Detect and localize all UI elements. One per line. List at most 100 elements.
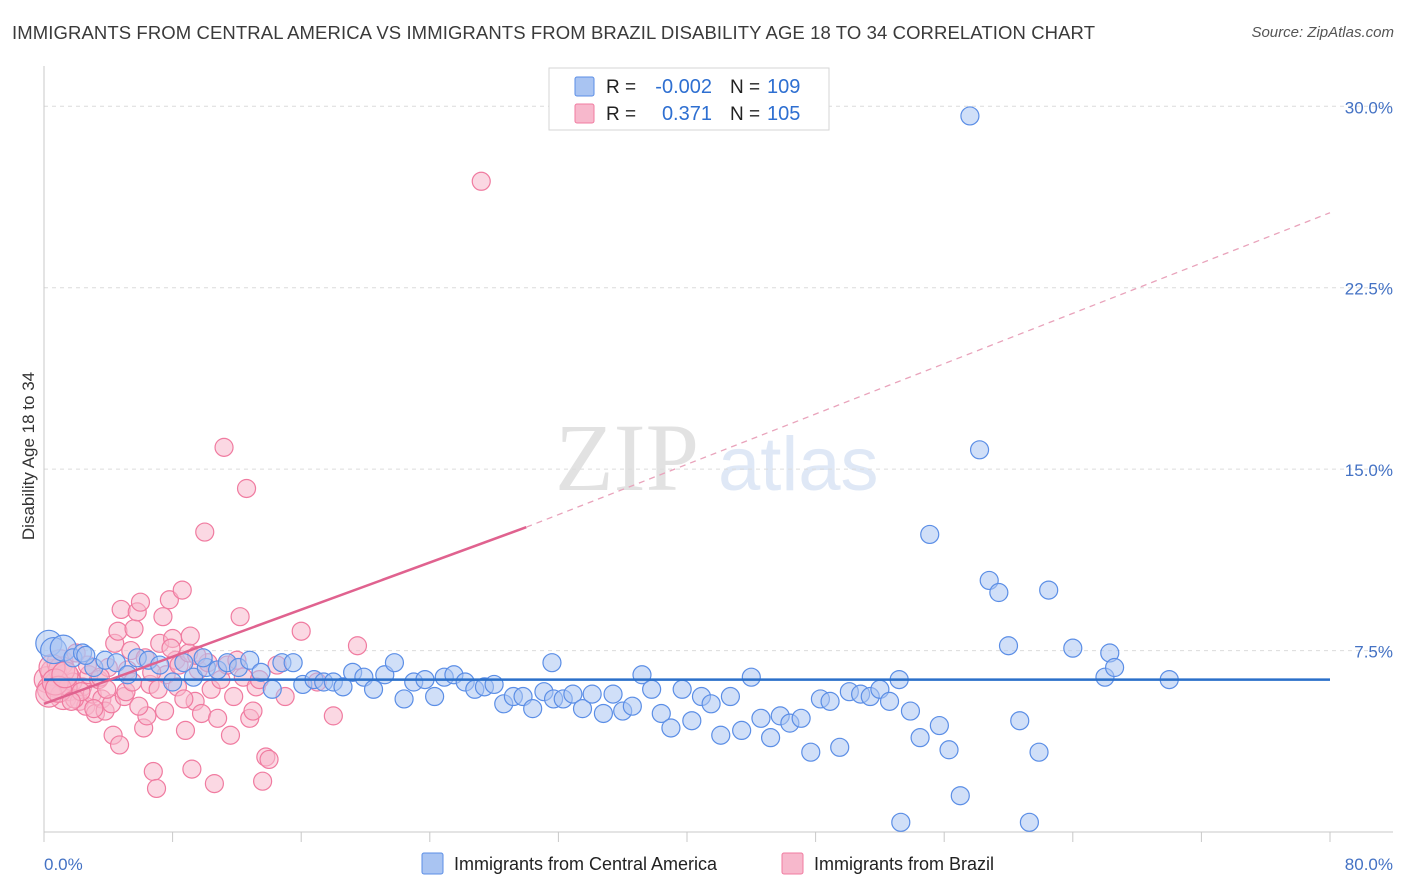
central-america-point <box>741 667 761 687</box>
brazil-point <box>109 735 130 755</box>
central-america-point <box>1019 812 1039 832</box>
brazil-point <box>61 691 81 711</box>
central-america-point <box>106 653 126 673</box>
central-america-point <box>651 703 671 724</box>
stats-r-value-blue: -0.002 <box>655 76 712 98</box>
central-america-point <box>910 728 930 748</box>
central-america-point <box>484 674 504 695</box>
central-america-point <box>384 653 405 673</box>
brazil-point <box>130 592 151 612</box>
central-america-point <box>1039 580 1059 600</box>
brazil-point <box>154 701 175 721</box>
y-tick-labels: 7.5% 15.0% 22.5% 30.0% <box>1345 98 1393 661</box>
central-america-point <box>701 694 721 714</box>
watermark-zip: ZIP <box>555 404 699 511</box>
legend-swatch-central-america <box>421 852 444 875</box>
watermark-atlas: atlas <box>718 422 879 507</box>
brazil-point <box>172 580 192 600</box>
brazil-point <box>224 686 244 707</box>
central-america-point <box>622 696 642 716</box>
brazil-points <box>33 171 491 799</box>
central-america-point <box>732 720 752 741</box>
central-america-point <box>929 715 949 736</box>
central-america-point <box>879 691 900 711</box>
central-america-point <box>1029 742 1049 762</box>
brazil-point <box>191 703 212 724</box>
brazil-point <box>143 761 163 782</box>
stats-n-label-pink: N = <box>730 104 760 125</box>
central-america-point <box>76 645 96 666</box>
central-america-point <box>593 703 614 724</box>
trend-lines <box>43 212 1331 705</box>
central-america-point <box>939 740 959 760</box>
brazil-point <box>108 621 128 641</box>
brazil-trend-line <box>43 526 527 705</box>
central-america-point <box>989 582 1009 603</box>
x-tick-label-max: 80.0% <box>1345 855 1393 874</box>
central-america-point <box>791 708 811 728</box>
brazil-point <box>195 522 215 542</box>
stats-swatch-pink <box>574 103 595 124</box>
brazil-point <box>84 699 104 719</box>
legend-label-central-america: Immigrants from Central America <box>454 854 718 874</box>
brazil-point <box>214 437 234 457</box>
central-america-point <box>251 662 271 682</box>
central-america-point <box>711 725 731 745</box>
brazil-point <box>259 749 279 770</box>
stats-n-value-pink: 105 <box>767 103 800 125</box>
legend: Immigrants from Central America Immigran… <box>421 852 994 875</box>
stats-n-label-blue: N = <box>730 77 760 98</box>
brazil-point <box>129 696 149 716</box>
central-america-point <box>682 711 702 731</box>
stats-box-frame <box>548 67 830 131</box>
brazil-point <box>208 708 228 728</box>
stats-r-value-pink: 0.371 <box>662 103 712 125</box>
stats-r-label-blue: R = <box>606 77 636 98</box>
brazil-point <box>243 701 263 721</box>
brazil-point <box>204 774 224 794</box>
central-america-point <box>969 440 990 460</box>
central-america-point <box>523 699 543 719</box>
central-america-point <box>642 679 662 699</box>
y-tick-label: 7.5% <box>1354 643 1393 662</box>
legend-label-brazil: Immigrants from Brazil <box>814 854 994 874</box>
brazil-point <box>174 689 194 709</box>
brazil-point <box>253 771 273 791</box>
central-america-point <box>820 691 840 711</box>
central-america-point <box>1063 638 1083 658</box>
brazil-point <box>236 478 257 499</box>
central-america-point <box>1010 711 1030 731</box>
chart-source: Source: ZipAtlas.com <box>1251 24 1394 41</box>
y-tick-label: 15.0% <box>1345 461 1393 480</box>
central-america-point <box>240 650 260 670</box>
central-america-point <box>672 679 692 699</box>
central-america-point <box>950 786 970 806</box>
central-america-point <box>283 653 303 673</box>
y-tick-label: 30.0% <box>1345 98 1393 117</box>
brazil-point <box>220 725 241 745</box>
central-america-point <box>542 653 562 673</box>
brazil-point <box>175 720 196 741</box>
central-america-point <box>563 684 583 704</box>
brazil-point <box>323 706 343 726</box>
brazil-point <box>159 590 179 610</box>
brazil-point <box>347 636 368 656</box>
chart-title: IMMIGRANTS FROM CENTRAL AMERICA VS IMMIG… <box>12 22 1096 43</box>
brazil-trend-extension <box>526 212 1331 528</box>
brazil-point <box>291 621 311 641</box>
brazil-point <box>111 599 131 620</box>
central-america-point <box>183 667 204 687</box>
brazil-point <box>153 607 173 627</box>
central-america-point <box>900 701 921 721</box>
central-america-point <box>801 742 821 762</box>
central-america-point <box>998 636 1019 656</box>
central-america-point <box>394 689 414 709</box>
central-america-point <box>661 718 681 738</box>
central-america-point <box>163 672 183 692</box>
central-america-point <box>193 648 213 668</box>
central-america-point <box>572 699 593 719</box>
central-america-point <box>960 106 980 126</box>
central-america-point <box>582 684 602 704</box>
brazil-point <box>180 626 200 646</box>
